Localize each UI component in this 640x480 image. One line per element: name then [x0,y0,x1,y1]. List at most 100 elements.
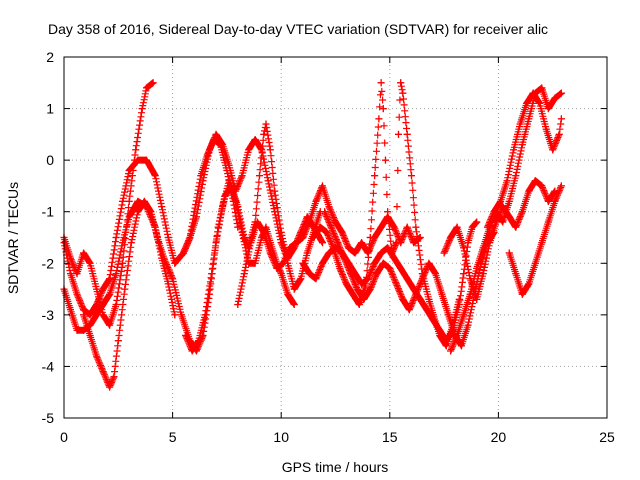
data-point [73,326,81,334]
data-point [290,301,298,309]
data-point [284,290,292,298]
data-point [279,259,287,267]
data-point [195,337,203,345]
data-point [234,203,242,211]
series-track-9 [310,79,463,350]
data-point [473,295,481,303]
data-point [518,141,526,149]
data-point [473,218,481,226]
data-point [351,249,359,257]
data-point [447,234,455,241]
data-point [388,249,396,257]
y-tick-label: 0 [46,152,54,168]
y-axis-ticks: -5 -4 -3 -2 -1 0 1 2 [42,49,607,426]
y-tick-label: -2 [42,255,55,271]
data-point [312,197,320,205]
data-point [110,373,118,381]
data-point [234,301,242,309]
data-point [371,259,379,267]
data-point [334,239,342,247]
data-point [297,275,305,283]
data-point [125,213,133,221]
data-point [551,197,559,205]
data-point [318,182,326,190]
data-point [80,326,88,334]
data-point [525,280,533,288]
data-point [164,234,172,241]
data-point [342,280,350,288]
data-point [373,270,381,278]
data-point [440,249,448,257]
data-point [106,290,114,298]
data-point [366,285,374,293]
data-point [153,234,161,241]
data-point [536,99,544,107]
data-point [518,290,526,298]
data-point [125,197,133,205]
data-point [134,156,142,164]
x-tick-label: 15 [382,429,398,445]
data-point [425,259,433,267]
data-point [286,244,294,252]
data-point [486,239,494,247]
data-point [453,331,461,339]
data-point [349,290,357,298]
data-point [325,203,333,211]
data-point [143,84,151,92]
data-point [99,368,107,376]
data-point [453,223,461,231]
data-point [158,203,166,211]
data-point [132,146,140,154]
x-tick-label: 10 [273,429,289,445]
data-point [67,270,75,278]
data-point [557,89,565,97]
data-point [336,264,344,272]
plus-markers [60,136,242,319]
data-point [464,321,472,329]
data-point [460,244,468,252]
data-point [305,218,313,226]
data-point [125,166,133,174]
data-point [310,234,318,241]
data-point [271,187,279,195]
x-tick-label: 0 [60,429,68,445]
data-point [112,234,120,241]
data-point [408,172,416,180]
data-point [386,264,394,272]
data-point [171,259,179,267]
data-point [149,79,157,87]
data-point [423,306,431,314]
y-tick-label: -4 [42,358,55,374]
data-point [73,290,81,298]
data-point [329,244,337,252]
data-point [390,254,398,262]
data-point [403,275,411,283]
data-point [379,259,387,267]
data-point [188,347,196,355]
series-track-6 [179,130,326,262]
data-point [143,156,151,164]
data-point [431,270,439,278]
data-point [403,130,411,138]
data-point [177,311,185,319]
data-point [114,337,122,345]
data-point [518,208,526,216]
y-tick-label: -5 [42,410,55,426]
data-point [260,228,268,236]
data-point [455,295,463,303]
data-point [392,280,400,288]
data-point [73,270,81,278]
x-axis-label: GPS time / hours [282,459,389,475]
data-point [134,208,142,216]
x-tick-label: 5 [169,429,177,445]
data-point [377,79,385,87]
data-point [490,208,498,216]
data-point [418,275,426,283]
data-point [468,223,476,231]
data-point [525,115,533,123]
data-point [277,270,285,278]
data-point [403,223,411,231]
data-point [425,295,433,303]
data-point [192,213,200,221]
